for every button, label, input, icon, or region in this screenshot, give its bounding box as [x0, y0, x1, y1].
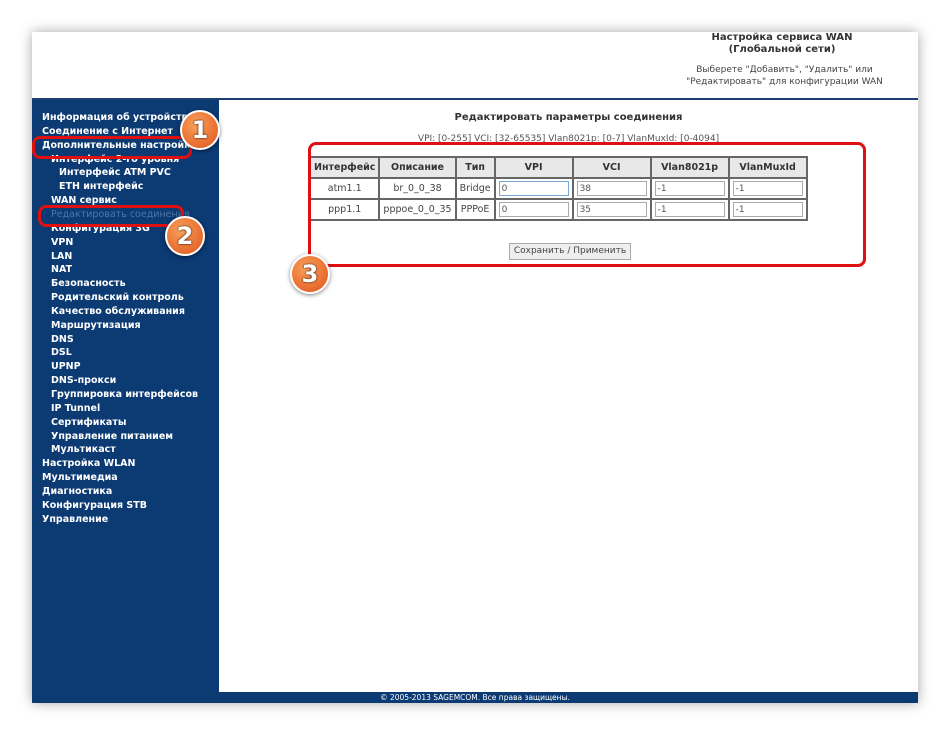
sidebar-item[interactable]: Управление питанием [51, 430, 174, 442]
vlan8021p-input[interactable] [654, 202, 725, 217]
cell-description: pppoe_0_0_35 [378, 198, 457, 221]
sidebar-item[interactable]: Настройка WLAN [42, 458, 136, 470]
sidebar-item[interactable]: DNS-прокси [51, 375, 117, 387]
sidebar-item[interactable]: Диагностика [42, 485, 113, 497]
main-content: Редактировать параметры соединения VPI: … [219, 100, 918, 692]
highlight-advanced-settings [32, 136, 192, 159]
col-interface: Интерфейс [308, 156, 381, 179]
col-vpi: VPI [493, 156, 574, 179]
sidebar-item[interactable]: Мультикаст [51, 444, 116, 456]
sidebar-item[interactable]: Безопасность [51, 278, 126, 290]
sidebar-item[interactable]: Конфигурация STB [42, 499, 147, 511]
sidebar-item[interactable]: Интерфейс 2-го уровня [51, 153, 180, 165]
sidebar-item[interactable]: Соединение с Интернет [42, 125, 173, 137]
highlight-table [308, 142, 866, 267]
vci-input[interactable] [576, 202, 647, 217]
page-title: Редактировать параметры соединения [454, 112, 683, 123]
sidebar-item[interactable]: Родительский контроль [51, 292, 184, 304]
sidebar-item[interactable]: Управление [42, 513, 109, 525]
cell-interface: ppp1.1 [308, 198, 381, 221]
highlight-edit-connections [38, 205, 184, 227]
sidebar-item[interactable]: NAT [51, 264, 73, 276]
sidebar-item[interactable]: Интерфейс ATM PVC [59, 167, 171, 179]
cell-description: br_0_0_38 [378, 177, 457, 200]
cell-type: Bridge [454, 177, 496, 200]
annotation-badge-2: 2 [165, 216, 205, 256]
cell-type: PPPoE [454, 198, 496, 221]
vlanmuxid-input[interactable] [732, 181, 803, 196]
sidebar-item[interactable]: ETH интерфейс [59, 181, 144, 193]
table-row: ppp1.1 pppoe_0_0_35 PPPoE [308, 198, 808, 221]
header-title: Настройка сервиса WAN (Глобальной сети) [711, 32, 853, 55]
sidebar-item[interactable]: DNS [51, 333, 74, 345]
sidebar-item[interactable]: Маршрутизация [51, 319, 141, 331]
sidebar-item[interactable]: Дополнительные настройки [42, 139, 198, 151]
col-vlanmuxid: VlanMuxId [727, 156, 808, 179]
header-description: Выберете "Добавить", "Удалить" или "Реда… [686, 65, 883, 87]
sidebar-item[interactable]: Мультимедиа [42, 472, 118, 484]
sidebar-item[interactable]: LAN [51, 250, 73, 262]
sidebar-item[interactable]: Сертификаты [51, 416, 127, 428]
vlan8021p-input[interactable] [654, 181, 725, 196]
col-vlan8021p: Vlan8021p [649, 156, 730, 179]
sidebar-item[interactable]: WAN сервис [51, 195, 117, 207]
sidebar-item[interactable]: IP Tunnel [51, 402, 101, 414]
sidebar-item[interactable]: Качество обслуживания [51, 305, 185, 317]
vpi-input[interactable] [498, 202, 569, 217]
header: Настройка сервиса WAN (Глобальной сети) … [32, 32, 918, 100]
connections-table: Интерфейс Описание Тип VPI VCI Vlan8021p… [308, 156, 808, 221]
ranges-hint: VPI: [0-255] VCI: [32-65535] Vlan8021p: … [417, 134, 720, 144]
sidebar: Информация об устройстве Соединение с Инт… [32, 100, 219, 692]
footer: © 2005-2013 SAGEMCOM. Все права защищены… [32, 692, 918, 703]
annotation-badge-1: 1 [180, 110, 220, 150]
table-row: atm1.1 br_0_0_38 Bridge [308, 177, 808, 200]
router-window: Настройка сервиса WAN (Глобальной сети) … [32, 32, 918, 703]
vlanmuxid-input[interactable] [732, 202, 803, 217]
sidebar-item[interactable]: DSL [51, 347, 72, 359]
sidebar-item[interactable]: VPN [51, 236, 74, 248]
sidebar-item[interactable]: Редактировать соединения [51, 208, 190, 220]
vci-input[interactable] [576, 181, 647, 196]
save-apply-button[interactable]: Сохранить / Применить [509, 243, 631, 260]
sidebar-item[interactable]: Конфигурация 3G [51, 222, 150, 234]
sidebar-item[interactable]: Информация об устройстве [42, 112, 194, 123]
col-description: Описание [378, 156, 457, 179]
sidebar-item[interactable]: UPNP [51, 361, 81, 373]
col-vci: VCI [571, 156, 652, 179]
sidebar-item[interactable]: Группировка интерфейсов [51, 389, 198, 400]
vpi-input[interactable] [498, 181, 569, 196]
col-type: Тип [454, 156, 496, 179]
annotation-badge-3: 3 [290, 254, 330, 294]
cell-interface: atm1.1 [308, 177, 381, 200]
